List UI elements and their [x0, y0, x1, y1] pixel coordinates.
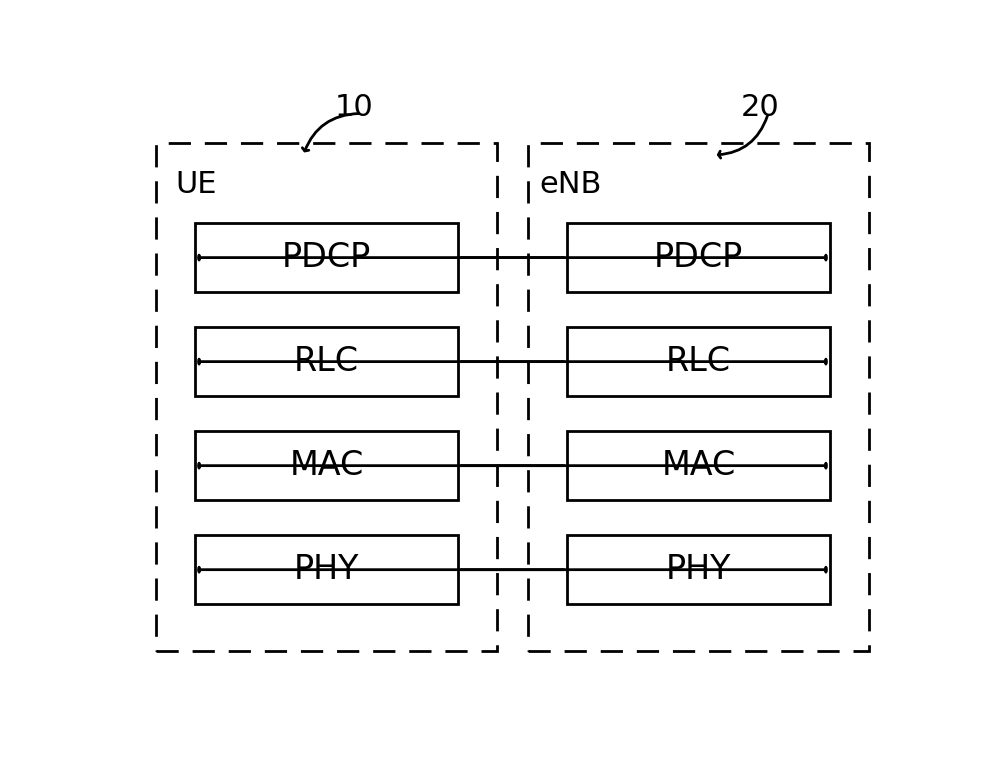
- Text: 20: 20: [741, 93, 780, 122]
- Text: eNB: eNB: [540, 171, 602, 199]
- Text: RLC: RLC: [666, 345, 731, 378]
- Bar: [567, 432, 830, 499]
- Text: PDCP: PDCP: [654, 241, 743, 274]
- Text: RLC: RLC: [294, 345, 359, 378]
- Text: 10: 10: [334, 93, 373, 122]
- Bar: [195, 223, 458, 292]
- Bar: [195, 432, 458, 499]
- Bar: [195, 327, 458, 396]
- Text: MAC: MAC: [289, 449, 364, 482]
- Text: PHY: PHY: [666, 554, 731, 586]
- Bar: [567, 327, 830, 396]
- Text: PDCP: PDCP: [282, 241, 371, 274]
- Bar: [567, 223, 830, 292]
- Text: UE: UE: [175, 171, 217, 199]
- Bar: [567, 536, 830, 604]
- Bar: [528, 143, 869, 652]
- Bar: [195, 536, 458, 604]
- Bar: [156, 143, 497, 652]
- Text: MAC: MAC: [661, 449, 736, 482]
- Text: PHY: PHY: [294, 554, 359, 586]
